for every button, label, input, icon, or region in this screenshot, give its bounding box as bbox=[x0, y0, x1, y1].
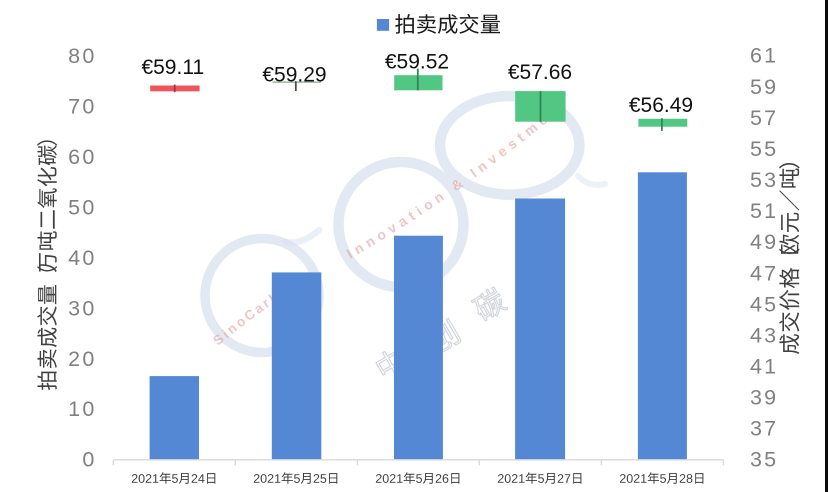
svg-text:50: 50 bbox=[68, 195, 96, 219]
svg-text:€57.66: €57.66 bbox=[508, 61, 572, 84]
svg-text:€56.49: €56.49 bbox=[629, 94, 693, 117]
svg-text:57: 57 bbox=[750, 106, 778, 130]
svg-text:10: 10 bbox=[68, 397, 96, 421]
svg-text:39: 39 bbox=[750, 386, 778, 410]
svg-text:41: 41 bbox=[750, 355, 778, 379]
svg-text:49: 49 bbox=[750, 230, 778, 254]
svg-text:60: 60 bbox=[68, 145, 96, 169]
svg-text:70: 70 bbox=[68, 95, 96, 119]
svg-text:61: 61 bbox=[750, 44, 778, 68]
svg-text:43: 43 bbox=[750, 323, 778, 347]
svg-text:37: 37 bbox=[750, 417, 778, 441]
svg-text:55: 55 bbox=[750, 137, 778, 161]
svg-text:59: 59 bbox=[750, 75, 778, 99]
svg-text:80: 80 bbox=[68, 44, 96, 68]
svg-text:0: 0 bbox=[82, 448, 96, 472]
svg-text:€59.52: €59.52 bbox=[385, 50, 449, 73]
svg-text:€59.29: €59.29 bbox=[262, 63, 326, 86]
svg-text:€59.11: €59.11 bbox=[141, 56, 204, 79]
svg-text:20: 20 bbox=[68, 347, 96, 371]
svg-text:35: 35 bbox=[750, 448, 778, 472]
svg-text:30: 30 bbox=[68, 296, 96, 320]
svg-text:51: 51 bbox=[750, 199, 778, 223]
svg-text:47: 47 bbox=[750, 261, 778, 285]
svg-text:45: 45 bbox=[750, 292, 778, 316]
svg-text:40: 40 bbox=[68, 246, 96, 270]
svg-text:53: 53 bbox=[750, 168, 778, 192]
